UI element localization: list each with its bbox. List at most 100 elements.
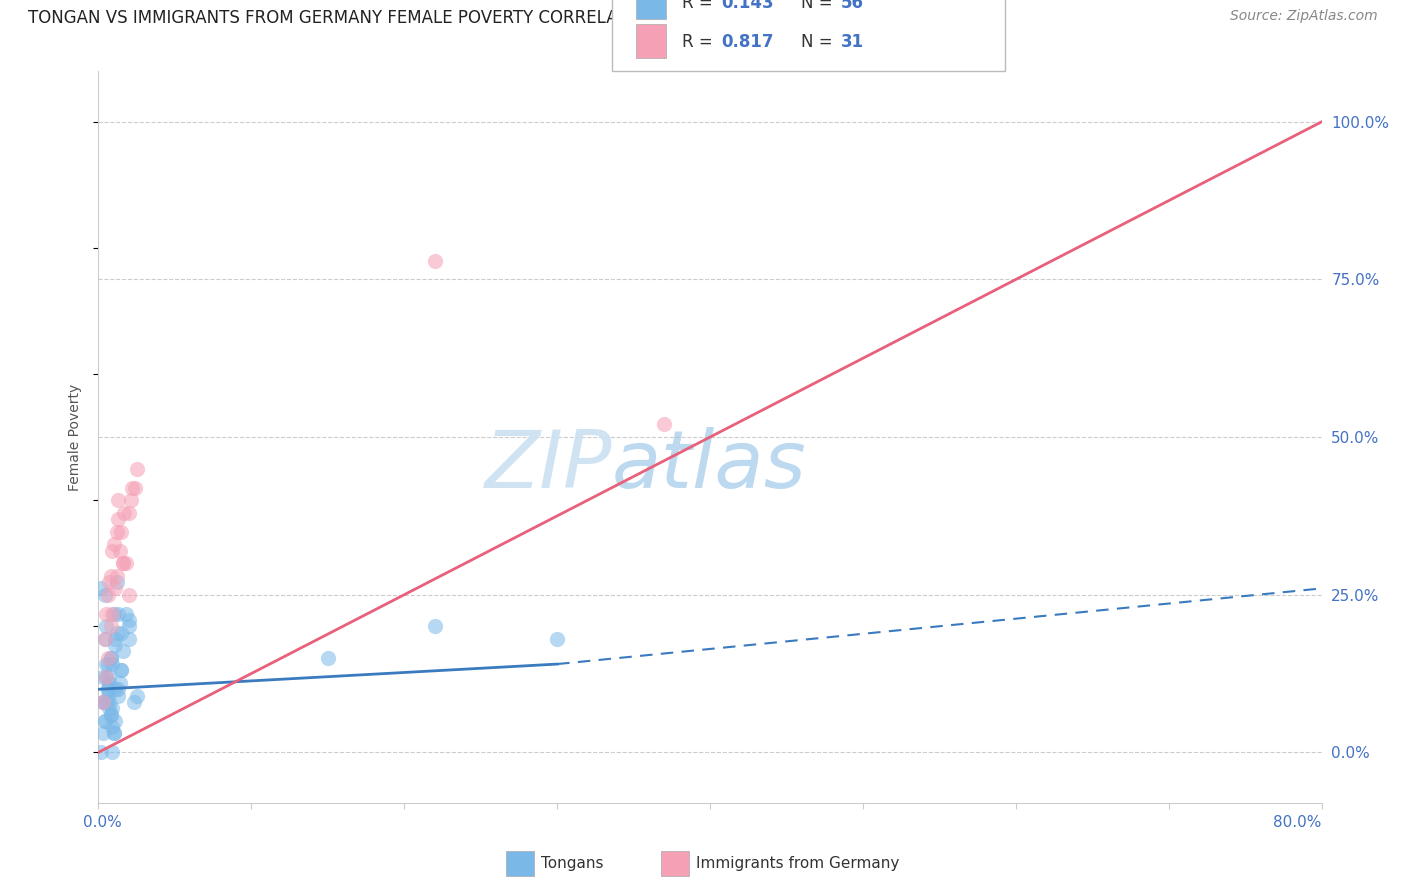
Text: 80.0%: 80.0% — [1274, 815, 1322, 830]
Point — [91, 695, 114, 709]
Point — [124, 481, 146, 495]
Point — [121, 481, 143, 495]
Point — [93, 588, 115, 602]
Point — [118, 506, 141, 520]
Point — [91, 726, 114, 740]
Point — [91, 695, 114, 709]
Point — [118, 613, 141, 627]
Point — [107, 493, 129, 508]
Point — [110, 524, 132, 539]
Point — [98, 701, 121, 715]
Point — [103, 537, 125, 551]
Point — [652, 417, 675, 432]
Point — [107, 689, 129, 703]
Text: N =: N = — [801, 0, 838, 12]
Point — [110, 664, 132, 678]
Point — [100, 650, 122, 665]
Point — [97, 588, 120, 602]
Point — [97, 682, 120, 697]
Point — [423, 253, 446, 268]
Point — [118, 632, 141, 646]
Point — [97, 682, 120, 697]
Point — [104, 714, 127, 728]
Point — [100, 619, 122, 633]
Text: Immigrants from Germany: Immigrants from Germany — [696, 856, 900, 871]
Point — [111, 556, 134, 570]
Point — [103, 726, 125, 740]
Text: ZIP: ZIP — [485, 427, 612, 506]
Point — [105, 625, 128, 640]
Point — [107, 682, 129, 697]
Point — [104, 632, 127, 646]
Text: 0.817: 0.817 — [721, 33, 773, 51]
Point — [110, 625, 132, 640]
Point — [104, 582, 127, 596]
Point — [111, 644, 134, 658]
Point — [105, 569, 128, 583]
Point — [100, 569, 122, 583]
Point — [94, 670, 117, 684]
Y-axis label: Female Poverty: Female Poverty — [69, 384, 83, 491]
Point — [97, 650, 120, 665]
Point — [103, 726, 125, 740]
Point — [101, 745, 124, 759]
Point — [94, 695, 117, 709]
Point — [423, 619, 446, 633]
Point — [104, 682, 127, 697]
Text: 0.0%: 0.0% — [83, 815, 122, 830]
Point — [107, 512, 129, 526]
Point — [101, 720, 124, 734]
Text: 0.143: 0.143 — [721, 0, 773, 12]
Point — [90, 582, 112, 596]
Text: R =: R = — [682, 33, 718, 51]
Point — [98, 670, 121, 684]
Point — [100, 707, 122, 722]
Point — [93, 714, 115, 728]
Point — [104, 638, 127, 652]
Point — [98, 575, 121, 590]
Point — [112, 506, 135, 520]
Point — [91, 670, 114, 684]
Point — [90, 745, 112, 759]
Point — [120, 493, 142, 508]
Point — [118, 588, 141, 602]
Point — [105, 575, 128, 590]
Point — [94, 619, 117, 633]
Point — [98, 695, 121, 709]
Point — [101, 701, 124, 715]
Point — [105, 524, 128, 539]
Point — [546, 632, 568, 646]
Point — [93, 632, 115, 646]
Point — [107, 607, 129, 621]
Point — [94, 670, 117, 684]
Text: 56: 56 — [841, 0, 863, 12]
Point — [93, 714, 115, 728]
Point — [100, 707, 122, 722]
Point — [98, 676, 121, 690]
Point — [108, 543, 131, 558]
Text: TONGAN VS IMMIGRANTS FROM GERMANY FEMALE POVERTY CORRELATION CHART: TONGAN VS IMMIGRANTS FROM GERMANY FEMALE… — [28, 9, 718, 27]
Point — [110, 664, 132, 678]
Text: Source: ZipAtlas.com: Source: ZipAtlas.com — [1230, 9, 1378, 23]
Point — [115, 607, 138, 621]
Point — [122, 695, 145, 709]
Point — [108, 676, 131, 690]
Point — [91, 695, 114, 709]
Point — [93, 632, 115, 646]
Point — [125, 689, 148, 703]
Point — [97, 657, 120, 671]
Point — [100, 650, 122, 665]
Point — [101, 657, 124, 671]
Point — [118, 619, 141, 633]
Text: atlas: atlas — [612, 427, 807, 506]
Point — [94, 607, 117, 621]
Point — [125, 461, 148, 475]
Point — [101, 543, 124, 558]
Text: R =: R = — [682, 0, 718, 12]
Point — [115, 556, 138, 570]
Point — [111, 556, 134, 570]
Text: 31: 31 — [841, 33, 863, 51]
Point — [101, 607, 124, 621]
Text: Tongans: Tongans — [541, 856, 603, 871]
Point — [103, 607, 125, 621]
